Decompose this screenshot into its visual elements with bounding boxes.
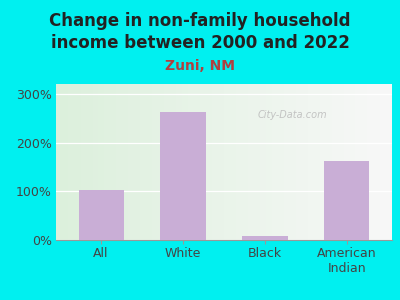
Text: Change in non-family household
income between 2000 and 2022: Change in non-family household income be… (49, 12, 351, 52)
Bar (324, 160, 370, 240)
Bar (160, 112, 206, 240)
Bar (78, 190, 124, 240)
Text: City-Data.com: City-Data.com (258, 110, 327, 120)
Text: Zuni, NM: Zuni, NM (165, 59, 235, 74)
Bar (242, 236, 288, 240)
